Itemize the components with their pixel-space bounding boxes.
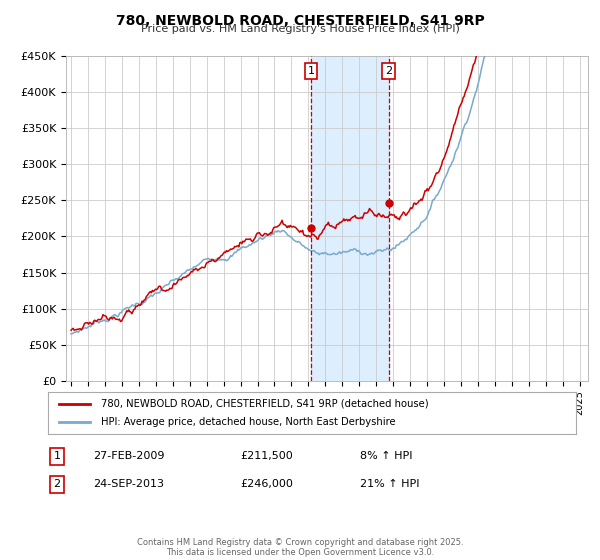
Bar	[311, 56, 389, 381]
Text: £211,500: £211,500	[240, 451, 293, 461]
Text: 2: 2	[53, 479, 61, 489]
Text: 1: 1	[53, 451, 61, 461]
Text: 24-SEP-2013: 24-SEP-2013	[93, 479, 164, 489]
Text: HPI: Average price, detached house, North East Derbyshire: HPI: Average price, detached house, Nort…	[101, 417, 395, 427]
Text: 780, NEWBOLD ROAD, CHESTERFIELD, S41 9RP (detached house): 780, NEWBOLD ROAD, CHESTERFIELD, S41 9RP…	[101, 399, 428, 409]
Text: 780, NEWBOLD ROAD, CHESTERFIELD, S41 9RP: 780, NEWBOLD ROAD, CHESTERFIELD, S41 9RP	[116, 14, 484, 28]
Text: 2: 2	[385, 66, 392, 76]
Text: 27-FEB-2009: 27-FEB-2009	[93, 451, 164, 461]
Text: 21% ↑ HPI: 21% ↑ HPI	[360, 479, 419, 489]
Text: 8% ↑ HPI: 8% ↑ HPI	[360, 451, 413, 461]
Text: £246,000: £246,000	[240, 479, 293, 489]
Text: Price paid vs. HM Land Registry's House Price Index (HPI): Price paid vs. HM Land Registry's House …	[140, 24, 460, 34]
Text: Contains HM Land Registry data © Crown copyright and database right 2025.
This d: Contains HM Land Registry data © Crown c…	[137, 538, 463, 557]
Text: 1: 1	[307, 66, 314, 76]
